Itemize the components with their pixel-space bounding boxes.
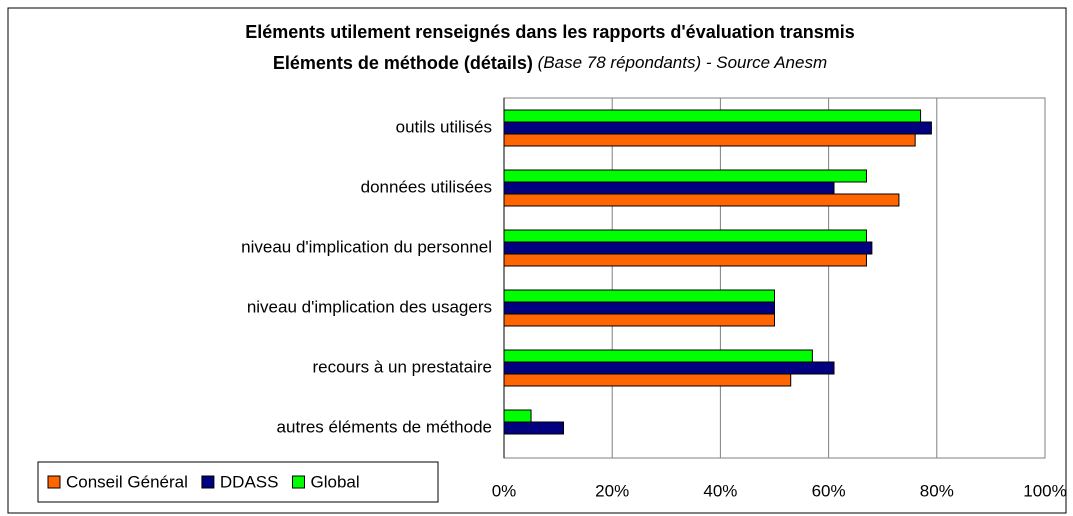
legend-box [37,461,439,503]
bar [503,133,916,147]
legend-swatch [201,475,215,489]
y-tick-label: outils utilisés [396,117,492,136]
x-tick-label: 20% [595,481,629,500]
legend-swatch [47,475,61,489]
bar [503,301,775,315]
x-tick-label: 80% [920,481,954,500]
bar [503,241,873,255]
bar [503,373,792,387]
x-tick-label: 60% [812,481,846,500]
subtitle: Eléments de méthode (détails) [273,53,533,73]
note: (Base 78 répondants) - Source Anesm [538,53,827,72]
y-tick-label: autres éléments de méthode [277,417,492,436]
x-tick-label: 100% [1023,481,1066,500]
bar [503,181,835,195]
legend-swatch [291,475,305,489]
bar [503,349,813,363]
x-tick-label: 0% [492,481,517,500]
chart-title: Eléments utilement renseignés dans les r… [245,22,854,42]
bar [503,193,900,207]
y-tick-label: recours à un prestataire [312,357,492,376]
bar [503,109,922,123]
bar [503,313,775,327]
bar [503,121,932,135]
y-tick-label: niveau d'implication des usagers [247,297,492,316]
bar [503,289,775,303]
x-tick-label: 40% [703,481,737,500]
legend-label: DDASS [220,472,279,491]
bar [503,409,532,423]
legend-label: Global [310,472,359,491]
bar [503,169,867,183]
bar [503,361,835,375]
legend: Conseil Général DDASS Global [37,461,439,503]
bar [503,253,867,267]
chart-subtitle: Eléments de méthode (détails) (Base 78 r… [273,53,827,73]
y-tick-label: données utilisées [361,177,492,196]
y-tick-label: niveau d'implication du personnel [241,237,492,256]
plot-area [503,97,1046,459]
bar [503,229,867,243]
legend-label: Conseil Général [66,472,188,491]
bar [503,421,565,435]
